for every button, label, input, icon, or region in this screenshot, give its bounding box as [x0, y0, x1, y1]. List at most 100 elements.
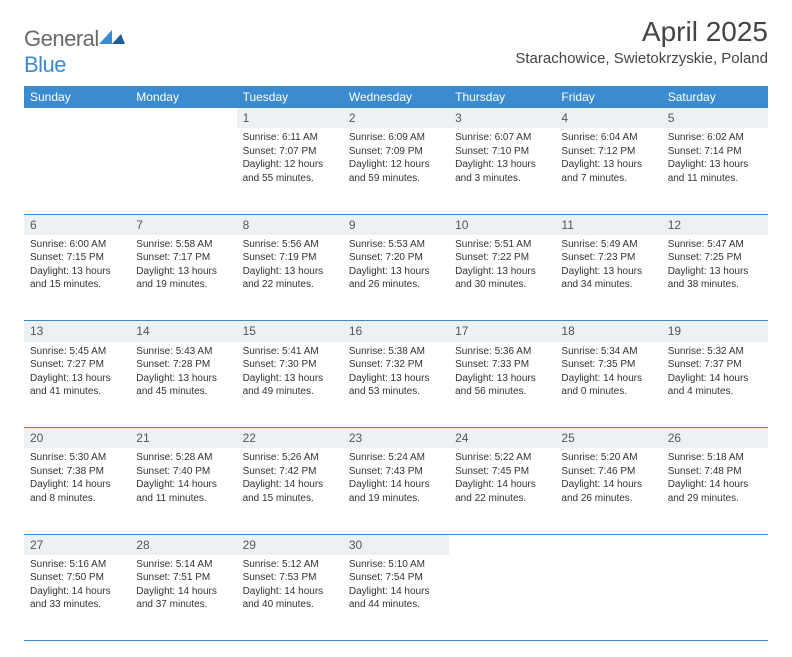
daylight-text: Daylight: 14 hours and 37 minutes.: [136, 585, 230, 612]
logo-text-general: General: [24, 26, 99, 51]
daylight-text: Daylight: 14 hours and 29 minutes.: [668, 478, 762, 505]
sunset-text: Sunset: 7:48 PM: [668, 465, 762, 479]
sunset-text: Sunset: 7:45 PM: [455, 465, 549, 479]
sunrise-text: Sunrise: 5:43 AM: [136, 345, 230, 359]
day-cell: Sunrise: 5:47 AMSunset: 7:25 PMDaylight:…: [662, 235, 768, 321]
daylight-text: Daylight: 13 hours and 11 minutes.: [668, 158, 762, 185]
sunset-text: Sunset: 7:42 PM: [243, 465, 337, 479]
sunset-text: Sunset: 7:12 PM: [561, 145, 655, 159]
sunset-text: Sunset: 7:22 PM: [455, 251, 549, 265]
day-cell: Sunrise: 6:11 AMSunset: 7:07 PMDaylight:…: [237, 128, 343, 214]
sunset-text: Sunset: 7:14 PM: [668, 145, 762, 159]
location-subtitle: Starachowice, Swietokrzyskie, Poland: [515, 50, 768, 67]
sunrise-text: Sunrise: 5:58 AM: [136, 238, 230, 252]
sunrise-text: Sunrise: 6:02 AM: [668, 131, 762, 145]
sunset-text: Sunset: 7:40 PM: [136, 465, 230, 479]
day-cell: Sunrise: 5:34 AMSunset: 7:35 PMDaylight:…: [555, 342, 661, 428]
sunset-text: Sunset: 7:27 PM: [30, 358, 124, 372]
daylight-text: Daylight: 13 hours and 22 minutes.: [243, 265, 337, 292]
sunrise-text: Sunrise: 5:30 AM: [30, 451, 124, 465]
sunrise-text: Sunrise: 5:47 AM: [668, 238, 762, 252]
day-cell: Sunrise: 5:10 AMSunset: 7:54 PMDaylight:…: [343, 555, 449, 641]
daylight-text: Daylight: 14 hours and 22 minutes.: [455, 478, 549, 505]
sunrise-text: Sunrise: 5:14 AM: [136, 558, 230, 572]
day-cell: Sunrise: 6:09 AMSunset: 7:09 PMDaylight:…: [343, 128, 449, 214]
sunrise-text: Sunrise: 5:51 AM: [455, 238, 549, 252]
daylight-text: Daylight: 13 hours and 38 minutes.: [668, 265, 762, 292]
sunset-text: Sunset: 7:07 PM: [243, 145, 337, 159]
dow-header-row: Sunday Monday Tuesday Wednesday Thursday…: [24, 86, 768, 108]
daylight-text: Daylight: 14 hours and 0 minutes.: [561, 372, 655, 399]
sunset-text: Sunset: 7:38 PM: [30, 465, 124, 479]
sunrise-text: Sunrise: 5:53 AM: [349, 238, 443, 252]
daylight-text: Daylight: 13 hours and 19 minutes.: [136, 265, 230, 292]
sunset-text: Sunset: 7:10 PM: [455, 145, 549, 159]
daylight-text: Daylight: 14 hours and 11 minutes.: [136, 478, 230, 505]
sunset-text: Sunset: 7:25 PM: [668, 251, 762, 265]
daylight-text: Daylight: 12 hours and 59 minutes.: [349, 158, 443, 185]
day-number: [555, 534, 661, 555]
daylight-text: Daylight: 13 hours and 49 minutes.: [243, 372, 337, 399]
sunset-text: Sunset: 7:17 PM: [136, 251, 230, 265]
day-number: 20: [24, 428, 130, 449]
day-cell: Sunrise: 5:32 AMSunset: 7:37 PMDaylight:…: [662, 342, 768, 428]
day-number: 26: [662, 428, 768, 449]
day-number: 12: [662, 214, 768, 235]
day-cell: Sunrise: 6:02 AMSunset: 7:14 PMDaylight:…: [662, 128, 768, 214]
day-cell: Sunrise: 5:36 AMSunset: 7:33 PMDaylight:…: [449, 342, 555, 428]
sunrise-text: Sunrise: 5:34 AM: [561, 345, 655, 359]
dow-header: Sunday: [24, 86, 130, 108]
day-cell: [24, 128, 130, 214]
header-bar: General Blue April 2025 Starachowice, Sw…: [24, 16, 768, 78]
day-number: 2: [343, 108, 449, 128]
dow-header: Friday: [555, 86, 661, 108]
day-number: 7: [130, 214, 236, 235]
sunrise-text: Sunrise: 5:12 AM: [243, 558, 337, 572]
sunset-text: Sunset: 7:51 PM: [136, 571, 230, 585]
daylight-text: Daylight: 13 hours and 53 minutes.: [349, 372, 443, 399]
sunset-text: Sunset: 7:35 PM: [561, 358, 655, 372]
sunrise-text: Sunrise: 5:28 AM: [136, 451, 230, 465]
sunrise-text: Sunrise: 5:10 AM: [349, 558, 443, 572]
day-number: [24, 108, 130, 128]
day-cell: Sunrise: 5:16 AMSunset: 7:50 PMDaylight:…: [24, 555, 130, 641]
sunset-text: Sunset: 7:23 PM: [561, 251, 655, 265]
day-cell: [662, 555, 768, 641]
day-cell: Sunrise: 5:22 AMSunset: 7:45 PMDaylight:…: [449, 448, 555, 534]
week-row: Sunrise: 6:11 AMSunset: 7:07 PMDaylight:…: [24, 128, 768, 214]
day-cell: Sunrise: 5:56 AMSunset: 7:19 PMDaylight:…: [237, 235, 343, 321]
daynum-row: 27282930: [24, 534, 768, 555]
day-number: 18: [555, 321, 661, 342]
sunrise-text: Sunrise: 5:56 AM: [243, 238, 337, 252]
daylight-text: Daylight: 13 hours and 41 minutes.: [30, 372, 124, 399]
sunset-text: Sunset: 7:33 PM: [455, 358, 549, 372]
sunset-text: Sunset: 7:20 PM: [349, 251, 443, 265]
daylight-text: Daylight: 14 hours and 40 minutes.: [243, 585, 337, 612]
day-number: 15: [237, 321, 343, 342]
sunset-text: Sunset: 7:30 PM: [243, 358, 337, 372]
week-row: Sunrise: 6:00 AMSunset: 7:15 PMDaylight:…: [24, 235, 768, 321]
daylight-text: Daylight: 14 hours and 33 minutes.: [30, 585, 124, 612]
sunrise-text: Sunrise: 5:32 AM: [668, 345, 762, 359]
daylight-text: Daylight: 14 hours and 19 minutes.: [349, 478, 443, 505]
sunrise-text: Sunrise: 5:16 AM: [30, 558, 124, 572]
day-cell: Sunrise: 5:20 AMSunset: 7:46 PMDaylight:…: [555, 448, 661, 534]
day-number: [130, 108, 236, 128]
day-number: 30: [343, 534, 449, 555]
daylight-text: Daylight: 14 hours and 8 minutes.: [30, 478, 124, 505]
day-number: 3: [449, 108, 555, 128]
day-cell: [130, 128, 236, 214]
sunrise-text: Sunrise: 5:24 AM: [349, 451, 443, 465]
day-cell: Sunrise: 5:24 AMSunset: 7:43 PMDaylight:…: [343, 448, 449, 534]
day-number: 19: [662, 321, 768, 342]
daylight-text: Daylight: 14 hours and 4 minutes.: [668, 372, 762, 399]
day-number: 25: [555, 428, 661, 449]
page-heading: April 2025 Starachowice, Swietokrzyskie,…: [515, 16, 768, 67]
dow-header: Wednesday: [343, 86, 449, 108]
day-number: 6: [24, 214, 130, 235]
day-cell: Sunrise: 5:45 AMSunset: 7:27 PMDaylight:…: [24, 342, 130, 428]
day-cell: Sunrise: 5:18 AMSunset: 7:48 PMDaylight:…: [662, 448, 768, 534]
dow-header: Monday: [130, 86, 236, 108]
daylight-text: Daylight: 13 hours and 26 minutes.: [349, 265, 443, 292]
day-number: 17: [449, 321, 555, 342]
